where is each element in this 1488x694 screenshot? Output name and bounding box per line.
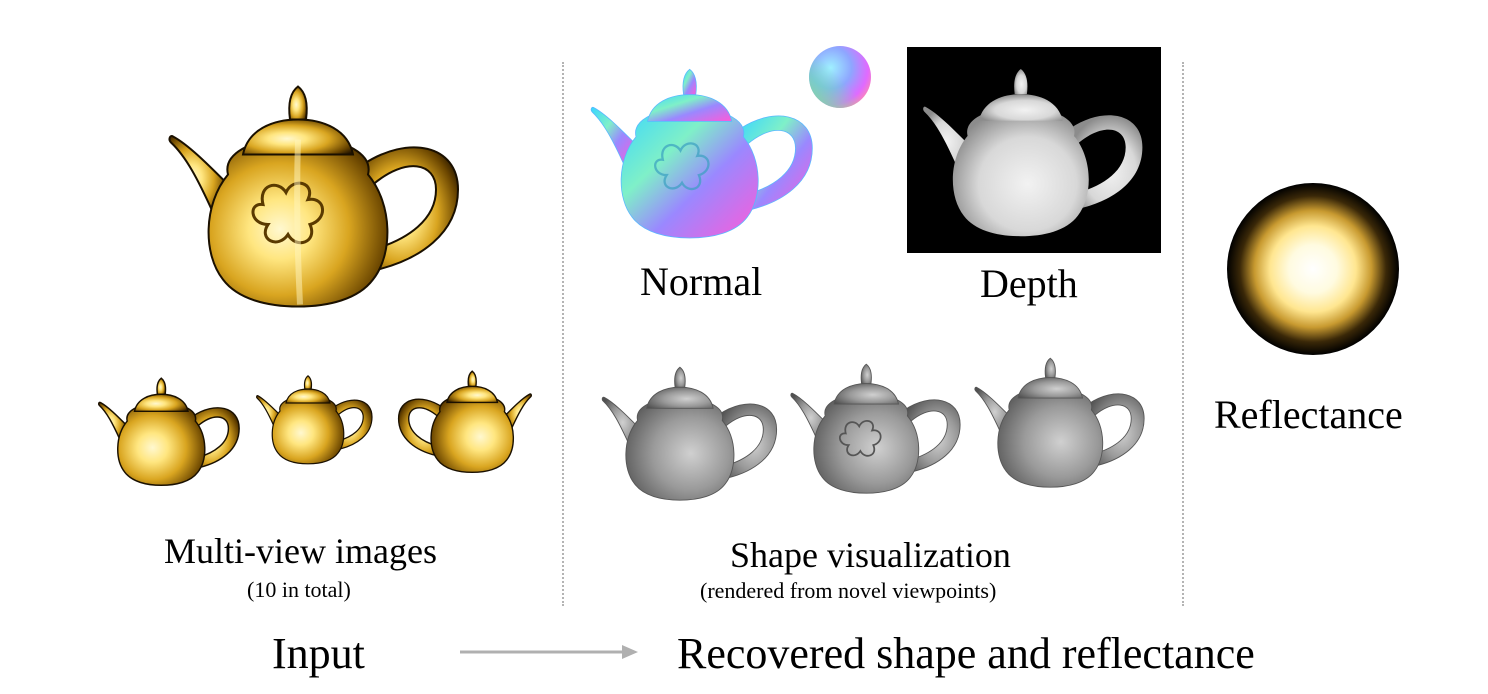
divider-left	[562, 62, 564, 606]
golden-teapot-view-3	[397, 370, 532, 474]
multiview-title: Multi-view images	[164, 531, 437, 571]
normal-map-teapot-icon	[590, 68, 813, 239]
depth-label: Depth	[980, 261, 1078, 306]
reflectance-sphere-icon	[1227, 183, 1399, 355]
reflectance-label: Reflectance	[1214, 392, 1403, 437]
shape-title: Shape visualization	[730, 535, 1011, 575]
output-label: Recovered shape and reflectance	[677, 629, 1255, 678]
gray-render-view-3	[974, 357, 1145, 488]
normal-sphere-icon	[809, 46, 871, 108]
gray-render-view-2	[790, 363, 961, 494]
golden-teapot-view-1	[98, 377, 240, 487]
depth-map-teapot-icon	[923, 69, 1143, 237]
shape-subtitle: (rendered from novel viewpoints)	[700, 578, 997, 603]
golden-teapot-view-2	[256, 375, 373, 465]
arrow-right-icon	[460, 645, 638, 659]
input-label: Input	[272, 629, 365, 678]
normal-label: Normal	[640, 259, 763, 304]
divider-right	[1182, 62, 1184, 606]
gray-render-view-1	[601, 366, 778, 501]
multiview-subtitle: (10 in total)	[247, 577, 351, 602]
golden-teapot-icon	[168, 85, 459, 308]
